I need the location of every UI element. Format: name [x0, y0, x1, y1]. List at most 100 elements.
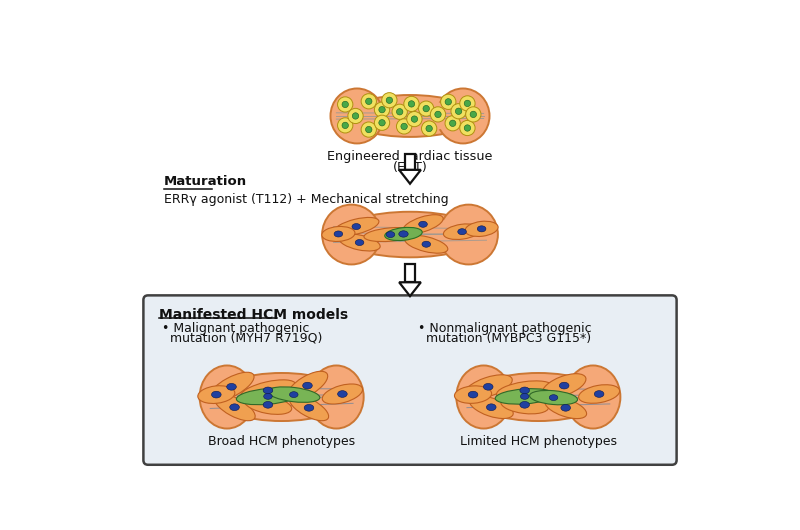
Ellipse shape: [287, 372, 328, 400]
Text: ERRγ agonist (T112) + Mechanical stretching: ERRγ agonist (T112) + Mechanical stretch…: [163, 193, 448, 206]
Ellipse shape: [268, 387, 320, 402]
Ellipse shape: [437, 89, 490, 144]
Text: mutation (MYH7 R719Q): mutation (MYH7 R719Q): [162, 332, 322, 344]
Circle shape: [397, 119, 412, 134]
Ellipse shape: [495, 388, 554, 404]
Ellipse shape: [471, 373, 605, 421]
Circle shape: [404, 96, 419, 111]
Ellipse shape: [454, 386, 491, 403]
Ellipse shape: [322, 384, 362, 404]
Ellipse shape: [352, 224, 361, 229]
Ellipse shape: [290, 392, 298, 398]
Ellipse shape: [550, 395, 558, 401]
Circle shape: [342, 101, 349, 108]
Text: • Nonmalignant pathogenic: • Nonmalignant pathogenic: [418, 322, 591, 334]
Ellipse shape: [209, 372, 254, 401]
Ellipse shape: [497, 381, 553, 400]
Polygon shape: [399, 170, 421, 184]
Ellipse shape: [520, 401, 530, 408]
Ellipse shape: [403, 215, 443, 234]
Circle shape: [392, 104, 407, 119]
Ellipse shape: [334, 231, 342, 237]
Text: Limited HCM phenotypes: Limited HCM phenotypes: [460, 435, 617, 448]
Ellipse shape: [422, 241, 430, 248]
Ellipse shape: [263, 401, 273, 408]
Ellipse shape: [198, 386, 235, 403]
Circle shape: [430, 107, 446, 122]
Circle shape: [397, 109, 403, 115]
Circle shape: [423, 105, 430, 112]
Circle shape: [434, 111, 441, 118]
Text: Engineered cardiac tissue: Engineered cardiac tissue: [327, 150, 493, 163]
Ellipse shape: [302, 382, 312, 389]
Circle shape: [418, 101, 434, 116]
Circle shape: [441, 94, 456, 109]
Circle shape: [386, 97, 393, 103]
Ellipse shape: [521, 393, 529, 399]
Circle shape: [379, 107, 386, 113]
Ellipse shape: [465, 221, 498, 236]
Ellipse shape: [561, 404, 570, 411]
FancyBboxPatch shape: [405, 154, 415, 170]
Text: Maturation: Maturation: [163, 175, 246, 188]
Ellipse shape: [290, 395, 329, 421]
Ellipse shape: [398, 231, 408, 237]
Ellipse shape: [468, 391, 478, 398]
Circle shape: [366, 126, 372, 133]
Ellipse shape: [520, 387, 530, 394]
Circle shape: [445, 116, 460, 131]
Circle shape: [411, 116, 418, 122]
Ellipse shape: [355, 240, 364, 245]
Ellipse shape: [464, 375, 512, 399]
Circle shape: [450, 120, 456, 127]
Ellipse shape: [338, 391, 347, 398]
Ellipse shape: [458, 228, 466, 235]
Text: (ECT): (ECT): [393, 161, 427, 174]
Ellipse shape: [439, 205, 498, 264]
Ellipse shape: [486, 404, 496, 411]
Circle shape: [470, 111, 477, 118]
Circle shape: [460, 96, 475, 111]
Circle shape: [379, 120, 386, 126]
Ellipse shape: [230, 404, 239, 411]
Ellipse shape: [244, 395, 292, 414]
Text: Broad HCM phenotypes: Broad HCM phenotypes: [208, 435, 355, 448]
Ellipse shape: [456, 366, 511, 429]
Text: mutation (MYBPC3 G115*): mutation (MYBPC3 G115*): [418, 332, 591, 344]
Circle shape: [408, 101, 414, 107]
Circle shape: [338, 118, 353, 133]
Ellipse shape: [501, 396, 549, 414]
Circle shape: [464, 125, 470, 131]
Ellipse shape: [478, 226, 486, 232]
Circle shape: [338, 97, 353, 112]
Ellipse shape: [309, 366, 364, 429]
Ellipse shape: [594, 391, 604, 398]
FancyBboxPatch shape: [405, 264, 415, 282]
Circle shape: [374, 102, 390, 117]
Ellipse shape: [385, 227, 422, 241]
Ellipse shape: [578, 385, 620, 403]
Circle shape: [374, 115, 390, 130]
Ellipse shape: [339, 234, 380, 251]
Ellipse shape: [364, 227, 417, 242]
Text: Manifested HCM models: Manifested HCM models: [159, 308, 348, 322]
Ellipse shape: [226, 383, 236, 390]
Polygon shape: [399, 282, 421, 296]
Circle shape: [361, 122, 377, 137]
Ellipse shape: [362, 99, 458, 133]
Ellipse shape: [566, 366, 620, 429]
FancyBboxPatch shape: [143, 295, 677, 465]
Circle shape: [426, 125, 432, 132]
Ellipse shape: [236, 388, 299, 405]
Ellipse shape: [322, 205, 381, 264]
Circle shape: [451, 104, 466, 119]
Ellipse shape: [470, 396, 514, 419]
Circle shape: [445, 99, 451, 105]
Circle shape: [466, 107, 481, 122]
Ellipse shape: [405, 235, 448, 253]
Ellipse shape: [542, 374, 586, 398]
Circle shape: [348, 108, 363, 123]
Circle shape: [401, 123, 407, 130]
Circle shape: [406, 111, 422, 127]
Circle shape: [382, 93, 397, 108]
